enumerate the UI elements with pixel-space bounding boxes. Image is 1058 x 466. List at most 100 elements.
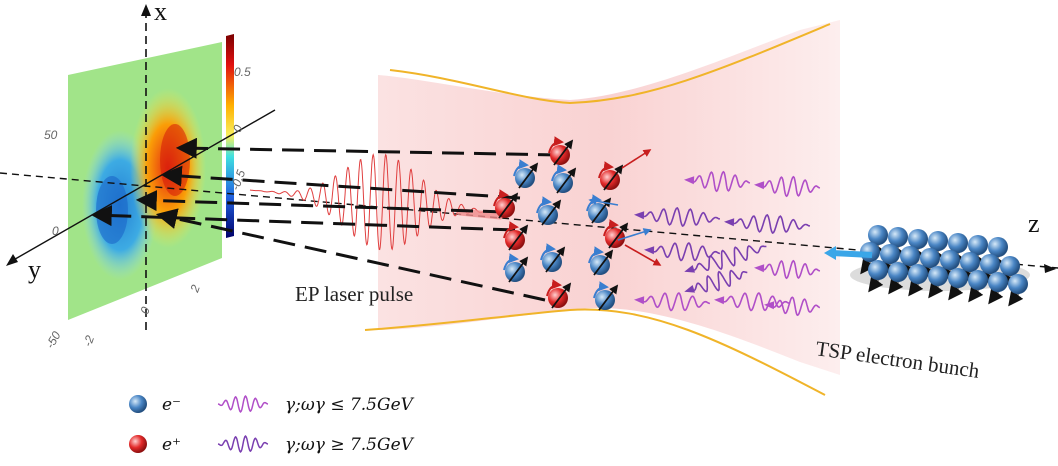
axes bbox=[0, 4, 1058, 330]
axis-label-y: y bbox=[28, 255, 41, 284]
colorbar-tick-bottom: -0.5 bbox=[228, 168, 248, 193]
precession-arc bbox=[598, 161, 614, 179]
spin-arrow bbox=[518, 162, 539, 189]
photon-head bbox=[764, 301, 775, 310]
photon bbox=[729, 213, 811, 235]
photon-group bbox=[634, 170, 821, 317]
bunch-electron bbox=[988, 237, 1008, 257]
photon bbox=[759, 259, 821, 280]
spin-arrow bbox=[498, 192, 519, 219]
legend: e⁻ γ;ωγ ≤ 7.5GeV e⁺ γ;ωγ ≥ 7.5GeV bbox=[129, 394, 415, 455]
precession-arc bbox=[593, 281, 609, 299]
spin-arrow bbox=[553, 139, 574, 166]
bunch-electron bbox=[920, 248, 940, 268]
legend-photon-high-label: γ;ωγ ≥ 7.5GeV bbox=[285, 435, 415, 455]
spin-arrow bbox=[508, 256, 529, 283]
photon bbox=[689, 269, 748, 293]
laser-pulse bbox=[249, 153, 504, 251]
particle-group bbox=[493, 136, 662, 311]
spin-arrow bbox=[603, 164, 624, 191]
colorbar-tick-top: 0.5 bbox=[234, 65, 251, 79]
emission-arrow bbox=[617, 228, 652, 241]
bunch-label: TSP electron bunch bbox=[814, 336, 981, 383]
photon-head bbox=[724, 218, 735, 227]
spin-arrow bbox=[556, 167, 577, 194]
photon-head bbox=[634, 296, 645, 305]
bunch-electron bbox=[960, 252, 980, 272]
legend-electron-ball bbox=[129, 395, 147, 413]
bunch-electron bbox=[968, 270, 988, 290]
legend-positron-symbol: e⁺ bbox=[162, 435, 181, 455]
photon bbox=[689, 170, 751, 193]
precession-arc bbox=[503, 253, 519, 271]
bunch-electron bbox=[1008, 274, 1028, 294]
spin-arrow bbox=[593, 249, 614, 276]
bunch-electron bbox=[948, 268, 968, 288]
bunch-electron bbox=[888, 227, 908, 247]
tick-y-bottom: -50 bbox=[43, 329, 64, 351]
precession-arc bbox=[551, 164, 567, 182]
spin-arrow bbox=[551, 282, 572, 309]
photon bbox=[649, 241, 721, 262]
photon bbox=[719, 291, 791, 312]
photon bbox=[689, 245, 767, 272]
photon-head bbox=[754, 264, 765, 273]
bunch-electron bbox=[908, 229, 928, 249]
photon-head bbox=[634, 211, 645, 220]
tick-x-mid: 0 bbox=[137, 305, 153, 316]
photon-head bbox=[714, 296, 725, 305]
photon bbox=[639, 206, 721, 228]
bunch-electron bbox=[940, 250, 960, 270]
legend-photon-low-label: γ;ωγ ≤ 7.5GeV bbox=[285, 395, 415, 415]
bunch-electron bbox=[928, 266, 948, 286]
legend-photon-high-wave bbox=[217, 434, 269, 454]
photon-head bbox=[754, 181, 765, 190]
precession-arc bbox=[540, 243, 556, 261]
photon-head bbox=[684, 176, 695, 185]
laser-beam-envelope bbox=[364, 20, 840, 396]
colorbar-tick-mid: 0 bbox=[230, 123, 246, 134]
bunch-electron bbox=[908, 264, 928, 284]
emission-arrow bbox=[624, 244, 662, 266]
bunch-electron bbox=[948, 233, 968, 253]
precession-arc bbox=[603, 219, 619, 237]
legend-photon-low-wave bbox=[217, 394, 269, 414]
precession-arc bbox=[588, 246, 604, 264]
electron-bunch bbox=[850, 225, 1030, 307]
photon bbox=[759, 175, 821, 198]
photon bbox=[639, 291, 711, 312]
bunch-electron bbox=[868, 225, 888, 245]
legend-row-electron: e⁻ γ;ωγ ≤ 7.5GeV bbox=[129, 394, 415, 415]
legend-electron-symbol: e⁻ bbox=[162, 395, 181, 415]
axis-label-z: z bbox=[1028, 209, 1040, 238]
emission-arrow bbox=[588, 197, 619, 206]
tick-y-top: 50 bbox=[44, 128, 58, 142]
tick-x-left: -2 bbox=[80, 333, 97, 348]
tick-x-right: 2 bbox=[187, 283, 203, 295]
detector-screen bbox=[68, 42, 222, 320]
bunch-electron bbox=[880, 244, 900, 264]
legend-row-positron: e⁺ γ;ωγ ≥ 7.5GeV bbox=[129, 434, 415, 455]
bunch-electron bbox=[888, 262, 908, 282]
spin-arrow bbox=[508, 224, 529, 251]
bunch-electron bbox=[900, 246, 920, 266]
bunch-direction-arrow bbox=[824, 246, 873, 260]
precession-arc bbox=[548, 136, 564, 154]
precession-arc bbox=[503, 221, 519, 239]
photon-head bbox=[644, 246, 655, 255]
photon-head bbox=[684, 264, 696, 273]
laser-label: EP laser pulse bbox=[295, 282, 413, 306]
axis-label-x: x bbox=[154, 0, 167, 26]
bunch-electron bbox=[980, 254, 1000, 274]
laser-wave bbox=[249, 153, 491, 251]
bunch-electron bbox=[1000, 256, 1020, 276]
photon bbox=[769, 296, 821, 317]
precession-arc bbox=[513, 159, 529, 177]
legend-positron-ball bbox=[129, 435, 147, 453]
bunch-electron bbox=[988, 272, 1008, 292]
spin-arrow bbox=[545, 246, 566, 273]
bunch-electron bbox=[868, 260, 888, 280]
bunch-electron bbox=[968, 235, 988, 255]
